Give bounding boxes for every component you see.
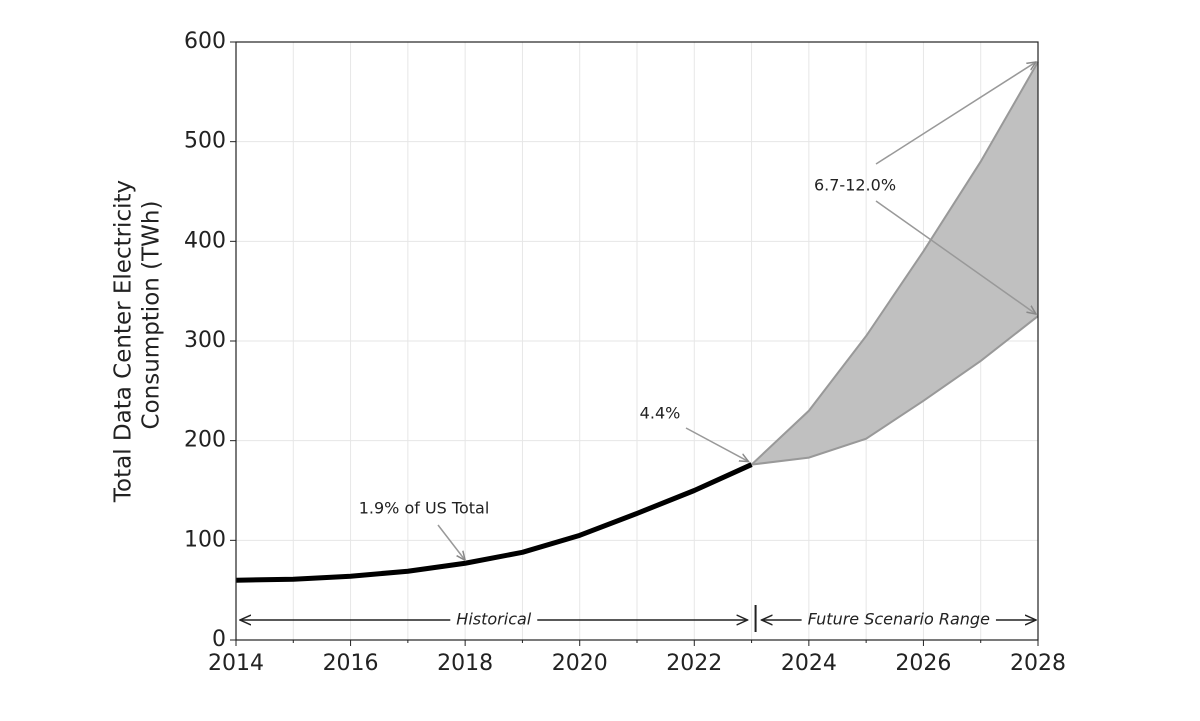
y-axis-label: Consumption (TWh): [139, 201, 165, 430]
annotation-arrow: [875, 200, 1036, 314]
y-tick-label: 600: [184, 29, 226, 54]
range-area: [751, 61, 1038, 465]
x-tick-label: 2022: [666, 651, 722, 676]
y-tick-label: 100: [184, 527, 226, 552]
x-tick-label: 2016: [323, 651, 379, 676]
annotation: 6.7-12.0%: [814, 176, 896, 195]
range-upper: [750, 61, 1039, 466]
y-tick-label: 200: [184, 428, 226, 453]
x-tick-label: 2018: [437, 651, 493, 676]
annotation-arrow: [875, 62, 1036, 165]
y-tick-label: 500: [184, 129, 226, 154]
y-tick-label: 300: [184, 328, 226, 353]
y-tick-label: 0: [212, 627, 226, 652]
annotation-arrow: [437, 524, 465, 560]
x-tick-label: 2028: [1010, 651, 1066, 676]
x-tick-label: 2024: [781, 651, 837, 676]
y-tick-label: 400: [184, 228, 226, 253]
annotation: 4.4%: [640, 404, 681, 423]
marks: [235, 61, 1039, 583]
span-label: Historical: [456, 610, 532, 629]
x-tick-label: 2020: [552, 651, 608, 676]
y-axis-label: Total Data Center Electricity: [111, 180, 137, 503]
x-tick-label: 2014: [208, 651, 264, 676]
span-label: Future Scenario Range: [808, 610, 990, 629]
x-tick-label: 2026: [895, 651, 951, 676]
annotation-arrow: [685, 427, 749, 462]
annotation: 1.9% of US Total: [359, 499, 490, 518]
range-lower: [751, 315, 1039, 466]
line: [235, 462, 753, 583]
